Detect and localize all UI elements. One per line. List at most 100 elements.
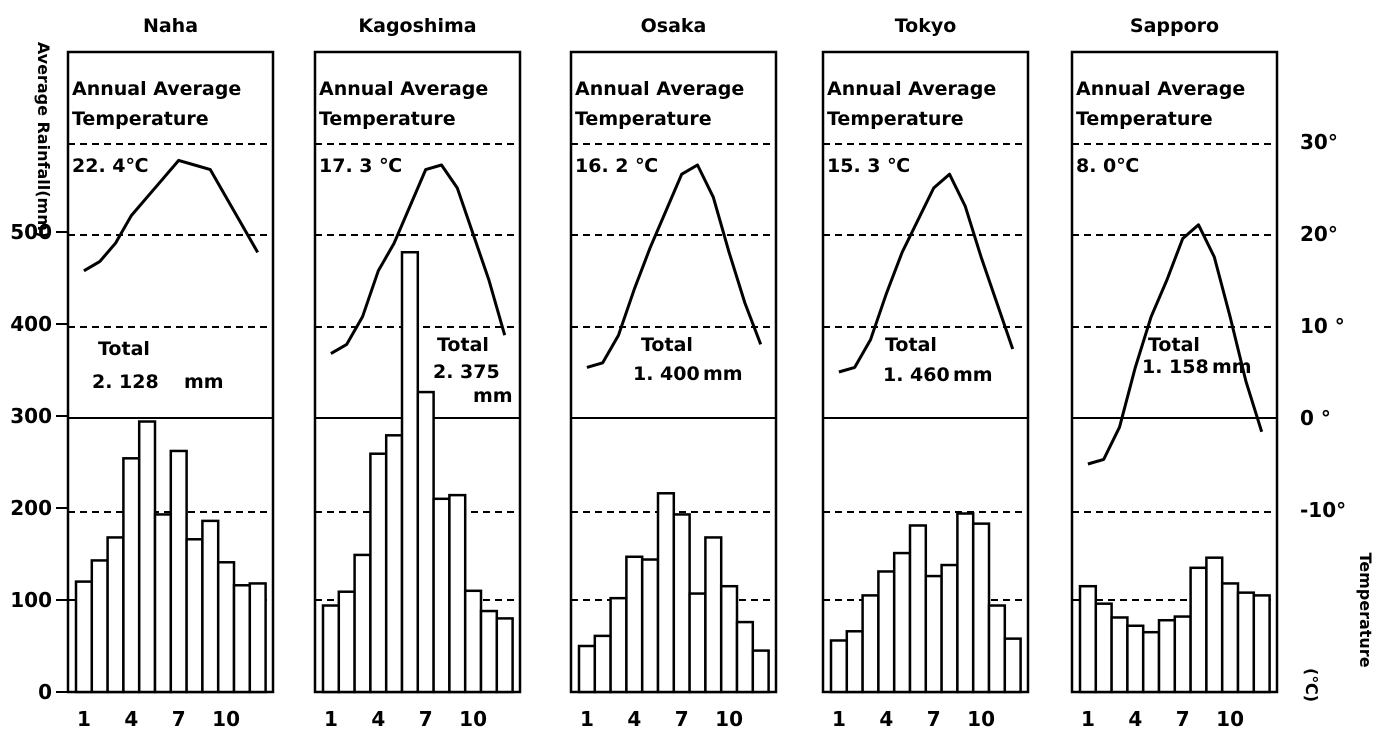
month-tick-label: 4 xyxy=(879,707,893,731)
total-label: Total xyxy=(1148,334,1200,356)
rainfall-bar xyxy=(463,589,483,694)
rainfall-bar xyxy=(672,513,691,694)
rainfall-bar xyxy=(1189,566,1208,694)
rainfall-bar xyxy=(1252,594,1271,694)
rainfall-bar xyxy=(248,582,267,694)
rainfall-bar xyxy=(956,512,975,694)
rainfall-bar xyxy=(719,584,739,694)
annual-temperature-value: 16. 2 ℃ xyxy=(575,155,658,177)
month-tick-label: 1 xyxy=(77,707,91,731)
month-tick-label: 7 xyxy=(675,707,689,731)
city-panel-sapporo: Sapporo Annual Average Temperature 8. 0℃ Tot… xyxy=(1070,15,1279,731)
rainfall-bar xyxy=(369,452,388,694)
rainfall-bar xyxy=(169,449,188,694)
rainfall-bar xyxy=(400,250,420,694)
rainfall-bar xyxy=(892,551,912,694)
city-panel-osaka: Osaka Annual Average Temperature 16. 2 ℃ Tot… xyxy=(569,15,778,731)
annual-average-label-line1: Annual Average xyxy=(319,78,488,100)
rainfall-bar xyxy=(987,604,1007,694)
total-label: Total xyxy=(98,338,150,360)
rainfall-tick-label: 0 xyxy=(38,680,52,704)
rainfall-bar xyxy=(1003,637,1022,694)
month-tick-label: 4 xyxy=(371,707,385,731)
annual-temperature-value: 22. 4℃ xyxy=(72,155,149,177)
rainfall-bar xyxy=(1205,556,1224,694)
city-title: Osaka xyxy=(641,15,707,37)
rainfall-bar xyxy=(1157,618,1177,694)
total-rainfall-value: 2. 128 xyxy=(92,371,159,393)
city-panel-tokyo: Tokyo Annual Average Temperature 15. 3 ℃ Tot… xyxy=(821,15,1030,731)
rainfall-bar xyxy=(609,596,628,694)
total-rainfall-value: 2. 375 xyxy=(433,361,500,383)
total-label: Total xyxy=(437,334,489,356)
city-title: Sapporo xyxy=(1130,15,1219,37)
rainfall-axis-label: Average Rainfall(mm) xyxy=(34,42,53,238)
rainfall-bar xyxy=(829,639,849,694)
annual-average-label-line1: Annual Average xyxy=(575,78,744,100)
rainfall-tick-label: 200 xyxy=(10,496,52,520)
rainfall-bar xyxy=(656,492,676,694)
temperature-tick-label: 20° xyxy=(1300,222,1338,246)
rainfall-bar xyxy=(845,630,864,694)
temperature-line xyxy=(83,158,260,273)
rainfall-bar xyxy=(353,553,372,694)
temperature-tick-label: -10° xyxy=(1300,498,1346,522)
temperature-tick-label: 0 ° xyxy=(1300,406,1331,430)
month-tick-label: 10 xyxy=(715,707,743,731)
annual-average-label-line2: Temperature xyxy=(827,108,964,130)
temperature-tick-label: 30° xyxy=(1300,130,1338,154)
rainfall-tick-label: 400 xyxy=(10,312,52,336)
rainfall-bar xyxy=(90,559,109,694)
annual-temperature-value: 17. 3 ℃ xyxy=(319,155,402,177)
annual-average-label-line1: Annual Average xyxy=(1076,78,1245,100)
rainfall-bar xyxy=(432,497,451,694)
rainfall-bar xyxy=(321,604,341,694)
rainfall-bar xyxy=(1236,591,1256,694)
total-label: Total xyxy=(641,334,693,356)
month-tick-label: 1 xyxy=(580,707,594,731)
temperature-tick-label: 10 ° xyxy=(1300,314,1345,338)
month-tick-label: 1 xyxy=(324,707,338,731)
city-title: Tokyo xyxy=(895,15,957,37)
rainfall-bar xyxy=(971,522,991,694)
rainfall-bar xyxy=(416,390,435,694)
rainfall-bar xyxy=(1110,616,1129,694)
rainfall-tick-label: 300 xyxy=(10,404,52,428)
month-tick-label: 7 xyxy=(1176,707,1190,731)
rainfall-bar xyxy=(153,513,173,694)
annual-average-label-line1: Annual Average xyxy=(72,78,241,100)
rainfall-bar xyxy=(877,570,896,694)
rainfall-bar xyxy=(908,524,928,694)
rainfall-bar xyxy=(625,555,644,694)
rainfall-bar xyxy=(1220,582,1240,694)
rainfall-bar xyxy=(640,558,660,694)
rainfall-bar xyxy=(106,536,125,694)
total-rainfall-unit: mm xyxy=(184,371,224,393)
temperature-line xyxy=(330,163,507,355)
annual-average-label-line2: Temperature xyxy=(72,108,209,130)
rainfall-tick-label: 500 xyxy=(10,220,52,244)
total-rainfall-value: 1. 460 xyxy=(883,364,950,386)
annual-temperature-value: 8. 0℃ xyxy=(1076,155,1139,177)
city-title: Kagoshima xyxy=(358,15,476,37)
total-rainfall-unit: mm xyxy=(473,385,513,407)
month-tick-label: 4 xyxy=(124,707,138,731)
rainfall-bar xyxy=(1126,624,1145,694)
rainfall-bar xyxy=(201,519,220,694)
city-panel-naha: Naha Annual Average Temperature 22. 4℃ Total… xyxy=(66,15,275,731)
rainfall-bar xyxy=(593,634,612,694)
rainfall-bar xyxy=(735,620,755,694)
rainfall-bar xyxy=(384,434,404,694)
city-panel-kagoshima: Kagoshima Annual Average Temperature 17. 3 … xyxy=(313,15,522,731)
rainfall-bar xyxy=(137,420,157,694)
temperature-line xyxy=(838,172,1015,374)
city-title: Naha xyxy=(143,15,198,37)
month-tick-label: 7 xyxy=(419,707,433,731)
rainfall-tick-label: 100 xyxy=(10,588,52,612)
temperature-line xyxy=(1087,223,1264,466)
rainfall-bar xyxy=(751,649,770,694)
rainfall-bar xyxy=(688,592,707,694)
rainfall-bar xyxy=(704,536,723,694)
annual-average-label-line2: Temperature xyxy=(319,108,456,130)
